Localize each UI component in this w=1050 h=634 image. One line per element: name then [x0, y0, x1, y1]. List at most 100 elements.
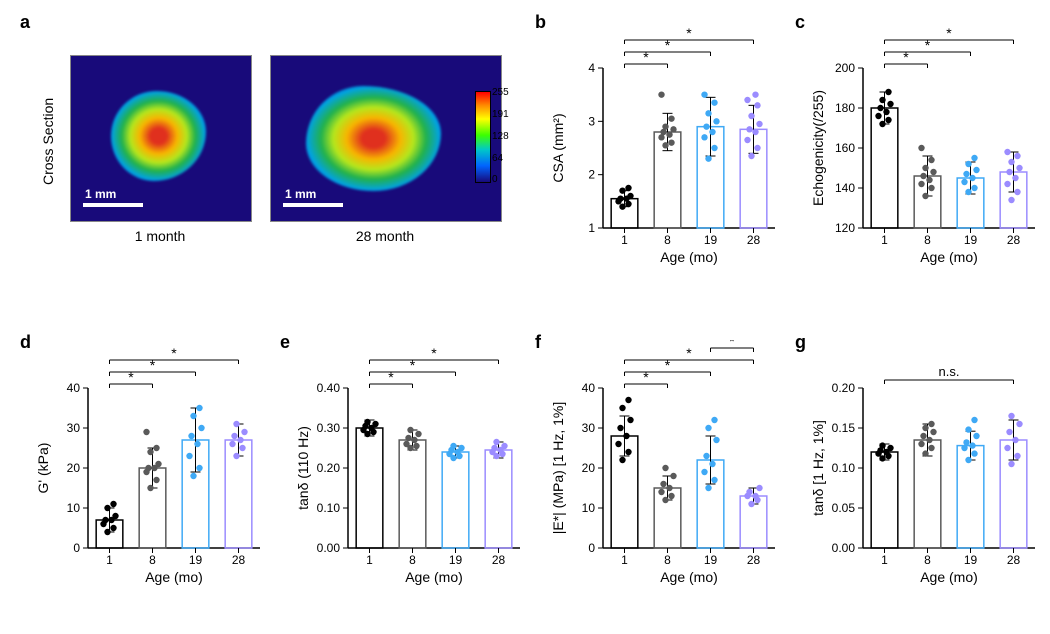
colorbar: 255 191 128 64 0 [475, 91, 491, 183]
chart-echogenicity: 120140160180200181928Age (mo)Echogenicit… [805, 20, 1045, 280]
chart-tand-110: 0.00 0.10 0.20 0.30 0.40 1 8 19 28 Age (mo) tanδ (… [290, 340, 530, 600]
svg-text:19: 19 [964, 553, 978, 567]
svg-text:20: 20 [67, 461, 81, 475]
svg-text:*: * [686, 25, 692, 41]
cb-tick: 191 [492, 109, 509, 120]
svg-text:0.20: 0.20 [317, 461, 341, 475]
svg-text:0.00: 0.00 [832, 541, 856, 555]
svg-text:1: 1 [588, 221, 595, 235]
svg-text:0.10: 0.10 [832, 461, 856, 475]
svg-text:19: 19 [704, 553, 718, 567]
svg-text:0.05: 0.05 [832, 501, 856, 515]
svg-text:19: 19 [449, 553, 463, 567]
svg-text:tanδ [1 Hz, 1%]: tanδ [1 Hz, 1%] [810, 420, 826, 516]
svg-text:*: * [171, 345, 177, 361]
chart-csa: 1 2 3 4 1 8 19 28 Age (mo) CSA (mm²) * * * [545, 20, 785, 280]
heatmap-28mo: 1 mm 255 191 128 64 0 [270, 55, 502, 222]
svg-text:Age (mo): Age (mo) [920, 249, 978, 265]
svg-text:Age (mo): Age (mo) [145, 569, 203, 585]
svg-text:*: * [665, 357, 671, 373]
svg-text:19: 19 [189, 553, 203, 567]
svg-text:*: * [410, 357, 416, 373]
cb-tick: 255 [492, 87, 509, 98]
panel-label-e: e [280, 332, 290, 353]
svg-text:28: 28 [1007, 233, 1021, 247]
svg-text:0.40: 0.40 [317, 381, 341, 395]
svg-text:*: * [946, 25, 952, 41]
svg-text:0.00: 0.00 [317, 541, 341, 555]
svg-text:2: 2 [588, 168, 595, 182]
svg-text:0.20: 0.20 [832, 381, 856, 395]
svg-text:1: 1 [621, 233, 628, 247]
svg-text:0.15: 0.15 [832, 421, 856, 435]
svg-text:28: 28 [747, 233, 761, 247]
panel-label-f: f [535, 332, 541, 353]
svg-text:|E*| (MPa) [1 Hz, 1%]: |E*| (MPa) [1 Hz, 1%] [550, 402, 566, 535]
svg-text:CSA (mm²): CSA (mm²) [550, 113, 566, 182]
svg-text:200: 200 [835, 61, 855, 75]
svg-text:180: 180 [835, 101, 855, 115]
svg-text:0.10: 0.10 [317, 501, 341, 515]
chart-estar: 010203040181928Age (mo)|E*| (MPa) [1 Hz,… [545, 340, 785, 600]
svg-text:*: * [643, 369, 649, 385]
svg-text:1: 1 [366, 553, 373, 567]
svg-text:40: 40 [67, 381, 81, 395]
svg-text:8: 8 [664, 233, 671, 247]
svg-text:28: 28 [747, 553, 761, 567]
svg-text:10: 10 [67, 501, 81, 515]
svg-text:20: 20 [582, 461, 596, 475]
svg-text:*: * [665, 37, 671, 53]
scale-label-1: 1 mm [85, 187, 116, 201]
chart-gprime: 010203040181928Age (mo)G' (kPa)*** [30, 340, 270, 600]
svg-text:140: 140 [835, 181, 855, 195]
cb-tick: 128 [492, 131, 509, 142]
svg-text:30: 30 [582, 421, 596, 435]
svg-text:Age (mo): Age (mo) [660, 249, 718, 265]
svg-text:tanδ (110 Hz): tanδ (110 Hz) [295, 426, 311, 510]
svg-text:3: 3 [588, 114, 595, 128]
svg-text:160: 160 [835, 141, 855, 155]
svg-text:0.30: 0.30 [317, 421, 341, 435]
svg-text:1: 1 [881, 553, 888, 567]
svg-text:8: 8 [149, 553, 156, 567]
svg-text:*: * [903, 49, 909, 65]
heatmap-1mo: 1 mm [70, 55, 252, 222]
svg-text:1: 1 [621, 553, 628, 567]
svg-text:30: 30 [67, 421, 81, 435]
svg-text:4: 4 [588, 61, 595, 75]
svg-text:Age (mo): Age (mo) [920, 569, 978, 585]
svg-text:0: 0 [588, 541, 595, 555]
panel-label-a: a [20, 12, 30, 33]
svg-text:*: * [431, 345, 437, 361]
svg-text:*: * [925, 37, 931, 53]
chart-tand-1hz: 0.00 0.05 0.10 0.15 0.20 1 8 19 28 Age (mo) tanδ [… [805, 340, 1045, 600]
svg-text:8: 8 [924, 553, 931, 567]
svg-text:*: * [388, 369, 394, 385]
cb-tick: 0 [492, 174, 498, 185]
svg-text:120: 120 [835, 221, 855, 235]
svg-text:28: 28 [1007, 553, 1021, 567]
cross-section-label: Cross Section [40, 98, 56, 185]
svg-text:8: 8 [924, 233, 931, 247]
panel-label-c: c [795, 12, 805, 33]
svg-text:1: 1 [106, 553, 113, 567]
svg-text:8: 8 [409, 553, 416, 567]
svg-text:*: * [643, 49, 649, 65]
svg-text:40: 40 [582, 381, 596, 395]
caption-28mo: 28 month [270, 228, 500, 244]
svg-text:n.s.: n.s. [939, 364, 960, 379]
svg-text:0: 0 [73, 541, 80, 555]
svg-text:Echogenicity(/255): Echogenicity(/255) [810, 90, 826, 206]
svg-text:Age (mo): Age (mo) [405, 569, 463, 585]
svg-text:*: * [150, 357, 156, 373]
svg-text:*: * [729, 340, 735, 349]
caption-1mo: 1 month [70, 228, 250, 244]
svg-text:*: * [128, 369, 134, 385]
svg-text:19: 19 [964, 233, 978, 247]
scale-label-2: 1 mm [285, 187, 316, 201]
svg-text:*: * [686, 345, 692, 361]
svg-text:19: 19 [704, 233, 718, 247]
svg-text:10: 10 [582, 501, 596, 515]
svg-text:28: 28 [492, 553, 506, 567]
svg-text:8: 8 [664, 553, 671, 567]
